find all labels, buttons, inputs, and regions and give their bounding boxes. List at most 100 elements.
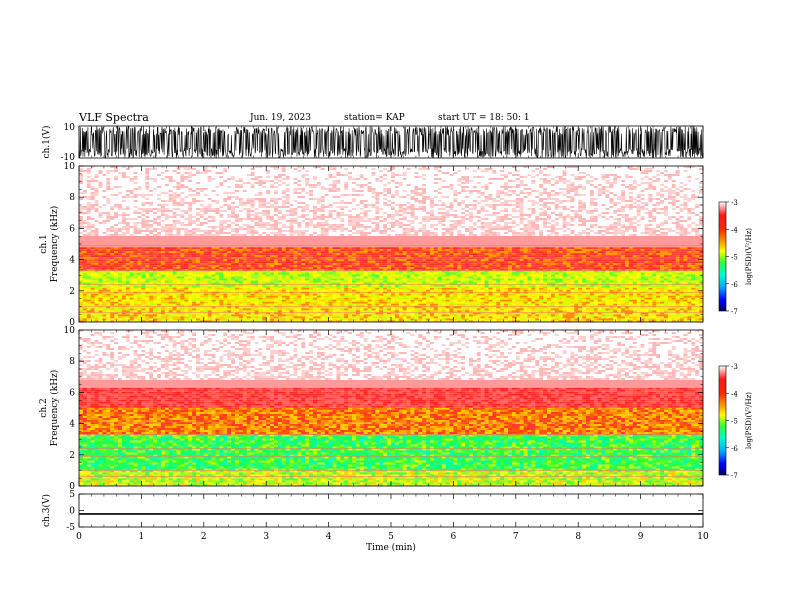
ch1-spectrogram-cell	[239, 302, 243, 304]
ch1-spectrogram-cell	[528, 316, 532, 318]
ch1-spectrogram-cell	[633, 308, 637, 310]
ch1-spectrogram-cell	[247, 249, 251, 251]
ch1-spectrogram-cell	[99, 247, 103, 249]
ch1-spectrogram-cell	[531, 283, 535, 285]
ch1-spectrogram-cell	[278, 300, 282, 302]
ch1-spectrogram-cell	[489, 251, 493, 253]
ch1-spectrogram-cell	[364, 288, 368, 290]
ch1-spectrogram-cell	[348, 287, 352, 288]
ch1-spectrogram-cell	[547, 314, 551, 316]
ch1-spectrogram-cell	[578, 287, 582, 288]
ch1-spectrogram-cell	[294, 302, 298, 304]
ch1-spectrogram-cell	[668, 304, 672, 306]
ch1-spectrogram-cell	[602, 279, 606, 281]
ch1-spectrogram-cell	[512, 277, 516, 279]
ch1-spectrogram-cell	[535, 318, 539, 320]
ch1-spectrogram-cell	[223, 273, 227, 275]
ch1-spectrogram-cell	[83, 318, 87, 320]
ch1-spectrogram-cell	[165, 277, 169, 279]
ch1-spectrogram-cell	[173, 288, 177, 290]
ch1-spectrogram-cell	[528, 287, 532, 288]
ch1-spectrogram-cell	[418, 318, 422, 320]
ch1-spectrogram-cell	[524, 279, 528, 281]
ch1-spectrogram-cell	[184, 281, 188, 283]
ch1-spectrogram-cell	[660, 296, 664, 298]
ch1-spectrogram-cell	[594, 292, 598, 294]
ch1-spectrogram-cell	[290, 287, 294, 288]
ch1-spectrogram-cell	[227, 281, 231, 283]
ch1-spectrogram-cell	[282, 279, 286, 281]
ch1-spectrogram-cell	[434, 281, 438, 283]
ch1-spectrogram-cell	[294, 275, 298, 277]
ch1-spectrogram-cell	[535, 294, 539, 296]
ch1-spectrogram-cell	[465, 302, 469, 304]
ch1-spectrogram-cell	[652, 249, 656, 251]
ch1-spectrogram-cell	[578, 294, 582, 296]
ch1-spectrogram-cell	[278, 292, 282, 294]
ch1-spectrogram-cell	[430, 251, 434, 253]
ch1-spectrogram-cell	[235, 310, 239, 312]
ch1-spectrogram-cell	[262, 304, 266, 306]
ch1-spectrogram-cell	[676, 283, 680, 285]
ch1-spectrogram-cell	[368, 294, 372, 296]
ch1-spectrogram-cell	[426, 287, 430, 288]
ch1-spectrogram-cell	[247, 287, 251, 288]
ch1-spectrogram-cell	[407, 296, 411, 298]
ch1-spectrogram-cell	[286, 279, 290, 281]
ch1-spectrogram-cell	[567, 294, 571, 296]
ch1-spectrogram-cell	[294, 277, 298, 279]
ch1-spectrogram-cell	[348, 275, 352, 277]
ch1-spectrogram-cell	[219, 287, 223, 288]
ch1-spectrogram-cell	[375, 300, 379, 302]
ch1-spectrogram-cell	[504, 296, 508, 298]
ch1-spectrogram-cell	[469, 296, 473, 298]
ch1-spectrogram-cell	[251, 304, 255, 306]
ch1-spectrogram-cell	[79, 294, 83, 296]
ch1-spectrogram-cell	[266, 277, 270, 279]
ch1-spectrogram-cell	[414, 308, 418, 310]
ch1-spectrogram-cell	[344, 316, 348, 318]
ch1-spectrogram-cell	[290, 302, 294, 304]
ch1-spectrogram-cell	[446, 296, 450, 298]
ch1-spectrogram-cell	[555, 314, 559, 316]
ch1-spectrogram-cell	[364, 253, 368, 255]
ch1-spectrogram-cell	[684, 318, 688, 320]
ch1-spectrogram-cell	[586, 316, 590, 318]
ch1-spectrogram-cell	[434, 247, 438, 249]
ch1-spectrogram-cell	[138, 300, 142, 302]
ch1-spectrogram-cell	[531, 287, 535, 288]
ch1-spectrogram-cell	[239, 304, 243, 306]
ch1-spectrogram-cell	[582, 298, 586, 300]
ch1-spectrogram-cell	[676, 251, 680, 253]
ch1-spectrogram-cell	[645, 294, 649, 296]
ch1-spectrogram-cell	[173, 249, 177, 251]
ch1-spectrogram-cell	[629, 287, 633, 288]
ch1-spectrogram-cell	[391, 310, 395, 312]
ch1-spectrogram-cell	[407, 253, 411, 255]
ch1-spectrogram-cell	[95, 247, 99, 249]
ch1-spectrogram-cell	[223, 314, 227, 316]
ch1-spectrogram-cell	[278, 308, 282, 310]
ch1-spectrogram-cell	[87, 287, 91, 288]
ch1-spectrogram-cell	[625, 247, 629, 249]
ch1-spectrogram-cell	[668, 287, 672, 288]
ch1-spectrogram-cell	[602, 294, 606, 296]
ch1-spectrogram-cell	[442, 318, 446, 320]
ch1-spectrogram-cell	[481, 308, 485, 310]
ch1-spectrogram-cell	[122, 302, 126, 304]
ch1-spectrogram-cell	[504, 288, 508, 290]
ch1-spectrogram-cell	[149, 304, 153, 306]
ch1-spectrogram-cell	[414, 314, 418, 316]
ch1-spectrogram-cell	[422, 279, 426, 281]
ch1-spectrogram-cell	[609, 304, 613, 306]
ch1-spectrogram-cell	[508, 287, 512, 288]
ch1-spectrogram-cell	[395, 316, 399, 318]
ch1-spectrogram-cell	[383, 281, 387, 283]
ch1-spectrogram-cell	[430, 283, 434, 285]
ch1-spectrogram-cell	[434, 277, 438, 279]
ch1-spectrogram-cell	[695, 273, 699, 275]
ch1-spectrogram-cell	[274, 281, 278, 283]
ch1-spectrogram-cell	[258, 290, 262, 292]
ch1-spectrogram-cell	[161, 275, 165, 277]
ch1-spectrogram-cell	[453, 273, 457, 275]
